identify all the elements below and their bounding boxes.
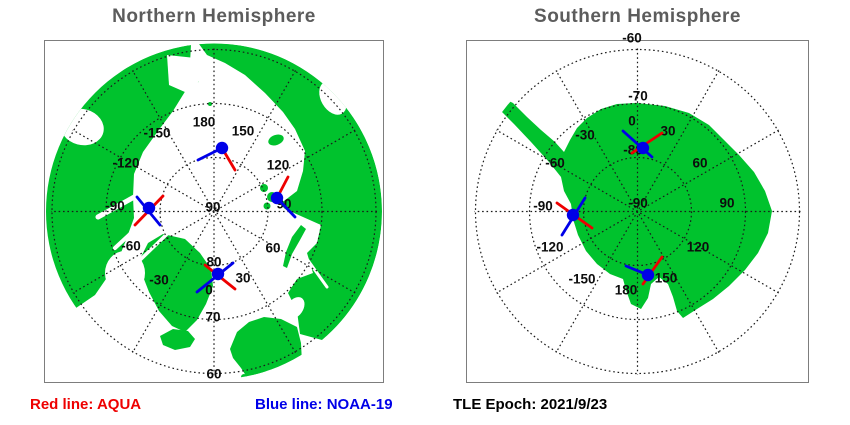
svalbard-landmass <box>268 134 284 146</box>
scandinavia-landmass <box>230 317 302 380</box>
meridian-label: 0 <box>628 114 636 129</box>
ob-gulf-water <box>305 257 329 289</box>
meridian-label: 60 <box>265 241 280 256</box>
south-hemisphere-map: -60 -70 -80 -90 0 30 -30 60 -60 90 -90 120 -120 150 -1… <box>466 31 809 383</box>
latitude-label: -60 <box>622 31 642 46</box>
arctic-channel <box>95 187 150 220</box>
meridian-label: -150 <box>568 272 595 287</box>
satellite-marker <box>195 261 237 294</box>
arctic-channel <box>137 232 169 263</box>
noaa19-track-line <box>621 129 654 159</box>
pole-label: 90 <box>205 200 220 215</box>
meridian-label: 0 <box>205 283 213 298</box>
meridian-label: 60 <box>692 156 707 171</box>
meridian-label: 30 <box>660 124 675 139</box>
legend-blue-line: Blue line: NOAA-19 <box>255 396 393 413</box>
north-hemisphere-map: 180 150 -150 120 -120 90 -90 60 -60 30 -30 0 90 80 70 6… <box>44 40 384 383</box>
meridian-label: -150 <box>143 126 170 141</box>
meridian-label: -30 <box>149 273 169 288</box>
satellite-marker <box>270 175 297 219</box>
latitude-label: 70 <box>205 310 220 325</box>
meridian-label: -60 <box>545 156 565 171</box>
north-labels-and-satellites: 180150-150120-12090-9060-6030-3009080706… <box>105 115 297 382</box>
meridian-label: 150 <box>655 271 678 286</box>
meridian-label: -60 <box>121 239 141 254</box>
satellite-position-dot <box>211 267 225 281</box>
legend-blue-satellite: NOAA-19 <box>326 396 393 413</box>
satellite-marker <box>555 196 594 237</box>
severnaya-island <box>260 184 268 192</box>
meridian-label: 120 <box>687 240 710 255</box>
antarctica-landmass <box>495 97 772 318</box>
satellite-position-dot <box>641 268 655 282</box>
meridian-label: -120 <box>536 240 563 255</box>
pole-label: -90 <box>628 196 648 211</box>
latitude-label: 60 <box>206 367 221 382</box>
meridian-label: 90 <box>719 196 734 211</box>
latitude-label: 80 <box>206 255 221 270</box>
satellite-marker <box>624 255 664 286</box>
severnaya-island <box>263 202 271 210</box>
north-map-svg: 180150-150120-12090-9060-6030-3009080706… <box>46 43 382 382</box>
legend-blue-label: Blue line: <box>255 396 327 413</box>
legend-tle-epoch: TLE Epoch: 2021/9/23 <box>453 396 607 413</box>
aqua-track-line <box>630 131 664 155</box>
eurasia-landmass <box>199 43 382 340</box>
meridian-label: 120 <box>267 158 290 173</box>
legend-red-satellite: AQUA <box>96 396 142 413</box>
south-map-title: Southern Hemisphere <box>534 6 741 27</box>
meridian-label: 30 <box>235 271 250 286</box>
legend-red-label: Red line: <box>30 396 97 413</box>
bering-strait-water <box>167 55 205 96</box>
meridian-label: -120 <box>112 156 139 171</box>
meridian-label: 180 <box>193 115 216 130</box>
south-graticule <box>474 48 801 375</box>
north-graticule <box>51 48 377 375</box>
meridian-label: 180 <box>615 283 638 298</box>
meridian-label: 150 <box>232 124 255 139</box>
satellite-position-dot <box>566 208 580 222</box>
south-labels-and-satellites: -60-70-80-90030-3060-6090-90120-120150-1… <box>533 31 734 298</box>
legend-red-line: Red line: AQUA <box>30 396 141 413</box>
ireland-landmass <box>241 374 247 380</box>
satellite-marker <box>621 129 664 159</box>
meridian-label: -90 <box>105 199 125 214</box>
south-map-svg: -60-70-80-90030-3060-6090-90120-120150-1… <box>474 31 801 375</box>
satellite-position-dot <box>270 191 284 205</box>
antarctic-islet <box>509 65 513 69</box>
satellite-marker <box>133 194 165 227</box>
satellite-position-dot <box>142 201 156 215</box>
arctic-islet <box>208 102 212 106</box>
legend-epoch-date: 2021/9/23 <box>540 396 608 413</box>
meridian-label: -90 <box>533 199 553 214</box>
satellite-position-dot <box>636 141 650 155</box>
white-sea-water <box>285 297 305 319</box>
north-map-title: Northern Hemisphere <box>112 6 316 27</box>
legend-epoch-label: TLE Epoch: <box>453 396 541 413</box>
satellite-marker <box>196 141 237 172</box>
iceland-landmass <box>160 329 195 350</box>
satellite-position-dot <box>215 141 229 155</box>
novaya-zemlya-landmass <box>283 225 306 268</box>
latitude-label: -70 <box>628 89 648 104</box>
arctic-channel <box>113 207 159 250</box>
meridian-label: -30 <box>575 128 595 143</box>
